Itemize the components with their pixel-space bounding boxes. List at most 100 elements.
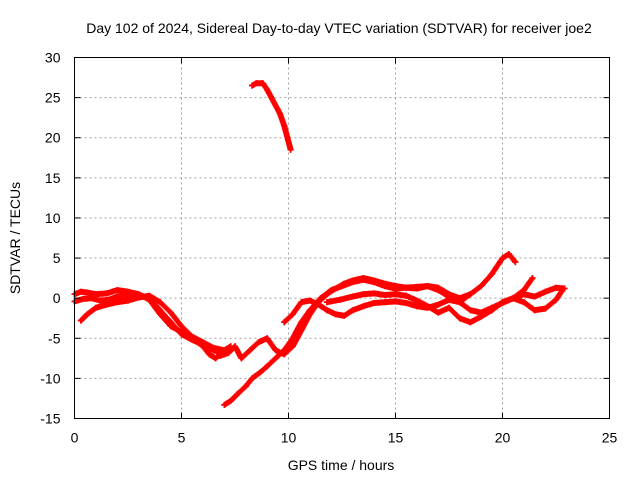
data-point (221, 401, 228, 408)
x-tick-label: 25 (602, 430, 618, 446)
data-point (97, 297, 104, 304)
data-point (232, 343, 238, 350)
data-point (413, 303, 420, 310)
data-point (349, 307, 356, 314)
data-point (324, 291, 331, 298)
data-point (167, 319, 174, 326)
data-point (92, 304, 99, 311)
y-tick-label: 0 (53, 290, 61, 306)
data-point (217, 352, 224, 359)
data-point (324, 307, 331, 314)
data-point (413, 285, 420, 292)
data-point (272, 355, 279, 362)
data-point (114, 299, 121, 306)
data-series (71, 80, 568, 408)
data-point (146, 292, 153, 299)
data-point (103, 301, 110, 308)
data-point (298, 299, 305, 306)
data-point (157, 299, 164, 306)
data-point (189, 333, 196, 340)
data-point (306, 311, 313, 318)
data-point (287, 146, 294, 153)
data-point (234, 391, 241, 398)
data-point (435, 309, 442, 316)
data-point (488, 271, 495, 278)
data-point (332, 285, 339, 292)
y-tick-label: 15 (45, 170, 61, 186)
y-tick-label: -15 (40, 411, 60, 427)
x-tick-label: 15 (388, 430, 404, 446)
data-point (349, 293, 356, 300)
data-point (392, 298, 399, 305)
grid-lines (74, 57, 610, 419)
chart-title: Day 102 of 2024, Sidereal Day-to-day VTE… (86, 20, 592, 36)
data-point (249, 82, 256, 89)
data-point (424, 303, 431, 310)
series-pass-3 (77, 292, 234, 354)
data-point (341, 312, 348, 319)
data-point (264, 86, 271, 93)
data-point (212, 355, 219, 362)
x-tick-label: 0 (71, 430, 79, 446)
series-track (71, 292, 228, 358)
data-point (510, 295, 517, 302)
y-tick-label: 5 (53, 250, 61, 266)
x-axis-label: GPS time / hours (288, 457, 395, 473)
data-point (499, 255, 506, 262)
data-point (488, 307, 495, 314)
data-point (360, 303, 367, 310)
data-point (103, 290, 110, 297)
data-point (381, 299, 388, 306)
data-point (255, 339, 262, 346)
data-point (349, 277, 356, 284)
data-point (456, 315, 463, 322)
data-point (178, 323, 185, 330)
data-point (360, 291, 367, 298)
data-point (264, 335, 271, 342)
data-point (199, 339, 206, 346)
data-point (529, 275, 536, 282)
data-point (371, 290, 378, 297)
series-pass-2 (71, 291, 228, 358)
data-point (505, 251, 512, 258)
data-point (403, 292, 410, 299)
data-point (276, 110, 283, 117)
data-point (381, 291, 388, 298)
data-point (542, 305, 549, 312)
data-point (242, 383, 249, 390)
data-point (253, 80, 260, 87)
data-point (332, 311, 339, 318)
x-tick-label: 5 (178, 430, 186, 446)
data-point (553, 296, 559, 303)
data-point (542, 288, 549, 295)
data-point (210, 344, 217, 351)
data-point (285, 138, 292, 145)
data-point (157, 307, 164, 314)
data-point (206, 351, 213, 358)
data-point (135, 294, 142, 301)
data-point (424, 283, 431, 290)
series-pass-9 (478, 284, 568, 318)
data-point (298, 327, 305, 334)
x-tick-label: 10 (281, 430, 297, 446)
data-point (281, 319, 288, 326)
data-point (467, 291, 474, 298)
data-point (435, 287, 442, 294)
data-point (478, 283, 485, 290)
data-point (80, 295, 87, 302)
data-point (306, 297, 313, 304)
data-point (446, 304, 452, 311)
data-point (467, 319, 474, 326)
data-point (249, 375, 256, 382)
data-point (336, 296, 343, 303)
data-point (341, 280, 348, 287)
y-tick-label: 25 (45, 90, 61, 106)
series-pass-6 (217, 251, 519, 362)
y-tick-label: 30 (45, 50, 61, 66)
data-point (360, 275, 367, 282)
data-point (392, 291, 399, 298)
data-point (456, 299, 463, 306)
plot-frame (74, 57, 610, 419)
data-point (167, 309, 174, 316)
